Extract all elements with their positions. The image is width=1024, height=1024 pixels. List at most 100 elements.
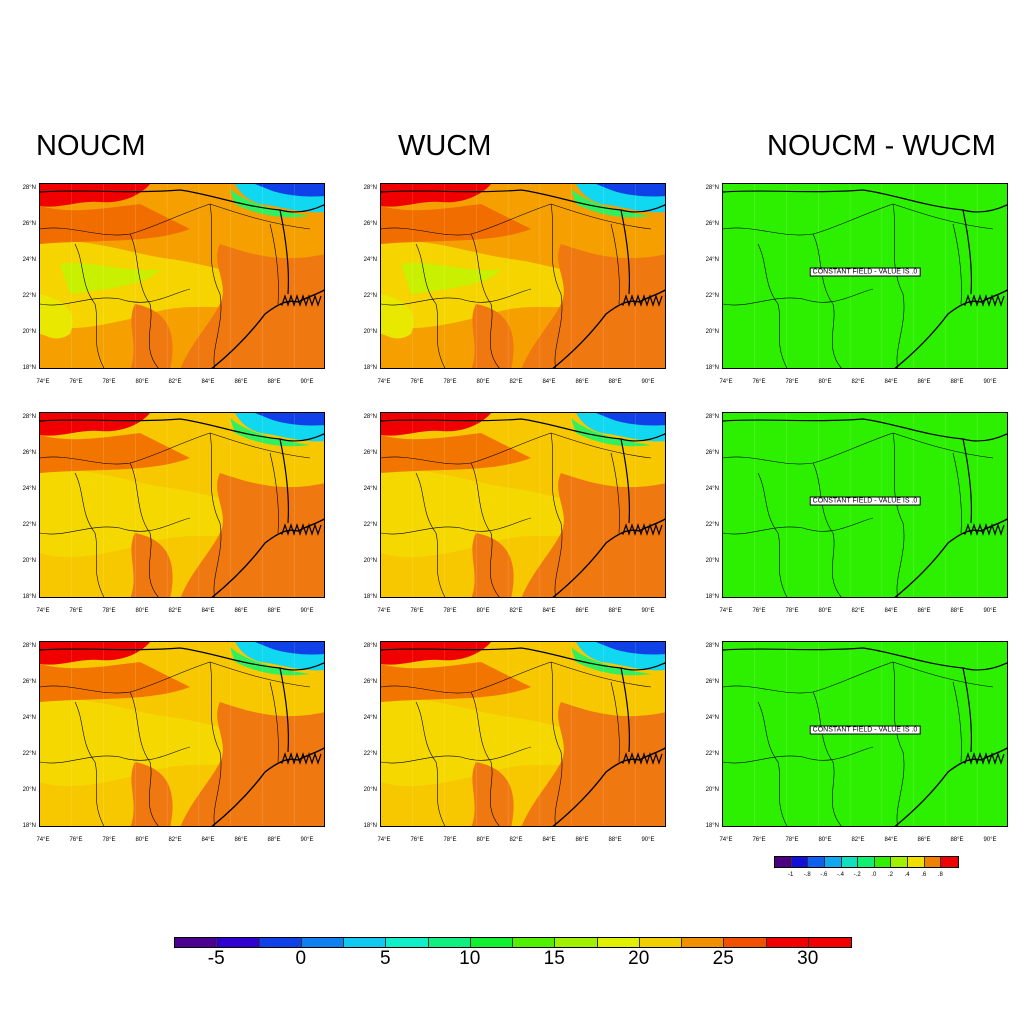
lat-tick-label: 28°N <box>363 414 377 420</box>
main-colorbar-label: 5 <box>379 948 391 969</box>
lon-tick-label: 74°E <box>36 608 50 614</box>
colorbar-swatch <box>217 938 260 947</box>
colorbar-swatch <box>724 938 767 947</box>
lat-tick-label: 18°N <box>705 594 719 600</box>
lon-tick-label: 82°E <box>509 608 523 614</box>
lat-tick-label: 28°N <box>705 185 719 191</box>
map-panel-r2-c1 <box>39 412 325 598</box>
colorbar-swatch <box>470 938 513 947</box>
colorbar-swatch <box>428 938 471 947</box>
lat-tick-label: 24°N <box>363 715 377 721</box>
lon-tick-label: 78°E <box>443 379 457 385</box>
small-colorbar-label: .6 <box>921 872 927 878</box>
lat-tick-label: 22°N <box>705 522 719 528</box>
lat-tick-label: 20°N <box>363 558 377 564</box>
lon-tick-label: 90°E <box>300 608 314 614</box>
lat-tick-label: 22°N <box>22 751 36 757</box>
lon-tick-label: 82°E <box>851 608 865 614</box>
lon-tick-label: 84°E <box>542 608 556 614</box>
lon-tick-label: 80°E <box>135 379 149 385</box>
lon-tick-label: 84°E <box>884 608 898 614</box>
lon-tick-label: 76°E <box>752 608 766 614</box>
lon-tick-label: 86°E <box>917 837 931 843</box>
lat-tick-label: 26°N <box>22 221 36 227</box>
lon-tick-label: 74°E <box>719 608 733 614</box>
lat-tick-label: 20°N <box>22 558 36 564</box>
lon-tick-label: 78°E <box>102 379 116 385</box>
lon-tick-label: 86°E <box>575 837 589 843</box>
lon-tick-label: 86°E <box>234 379 248 385</box>
lon-tick-label: 80°E <box>818 608 832 614</box>
lon-tick-label: 84°E <box>884 379 898 385</box>
lat-tick-label: 20°N <box>705 329 719 335</box>
colorbar-swatch <box>824 857 842 867</box>
lon-tick-label: 80°E <box>818 379 832 385</box>
small-colorbar <box>774 856 959 868</box>
main-colorbar-label: 15 <box>543 948 565 969</box>
lon-tick-label: 88°E <box>608 608 622 614</box>
lon-tick-label: 86°E <box>917 379 931 385</box>
lon-tick-label: 88°E <box>608 379 622 385</box>
lat-tick-label: 18°N <box>363 365 377 371</box>
colorbar-swatch <box>597 938 640 947</box>
lon-tick-label: 80°E <box>135 608 149 614</box>
lat-tick-label: 24°N <box>363 486 377 492</box>
lat-tick-label: 22°N <box>22 522 36 528</box>
lat-tick-label: 28°N <box>22 185 36 191</box>
small-colorbar-label: -.6 <box>820 872 828 878</box>
lon-tick-label: 74°E <box>36 379 50 385</box>
lon-tick-label: 76°E <box>69 837 83 843</box>
lat-tick-label: 22°N <box>363 522 377 528</box>
lon-tick-label: 76°E <box>410 379 424 385</box>
lat-tick-label: 22°N <box>22 293 36 299</box>
lat-tick-label: 22°N <box>705 293 719 299</box>
colorbar-swatch <box>766 938 809 947</box>
lon-tick-label: 74°E <box>377 379 391 385</box>
lon-tick-label: 90°E <box>641 379 655 385</box>
lon-tick-label: 90°E <box>300 837 314 843</box>
map-panel-r1-c3: CONSTANT FIELD - VALUE IS .0 <box>722 183 1008 369</box>
lon-tick-label: 84°E <box>542 379 556 385</box>
colorbar-swatch <box>841 857 859 867</box>
lon-tick-label: 88°E <box>267 608 281 614</box>
lat-tick-label: 26°N <box>22 450 36 456</box>
lat-tick-label: 24°N <box>705 715 719 721</box>
small-colorbar-label: .4 <box>904 872 910 878</box>
colorbar-swatch <box>891 857 908 867</box>
main-colorbar-label: 30 <box>797 948 819 969</box>
lon-tick-label: 90°E <box>641 837 655 843</box>
colorbar-swatch <box>808 857 825 867</box>
lat-tick-label: 24°N <box>705 257 719 263</box>
colorbar-swatch <box>639 938 682 947</box>
lat-tick-label: 18°N <box>363 594 377 600</box>
colorbar-swatch <box>791 857 809 867</box>
col-title-diff: NOUCM - WUCM <box>767 130 996 162</box>
lon-tick-label: 90°E <box>983 379 997 385</box>
colorbar-swatch <box>301 938 344 947</box>
lat-tick-label: 28°N <box>22 643 36 649</box>
colorbar-swatch <box>344 938 387 947</box>
small-colorbar-label: .0 <box>871 872 877 878</box>
lon-tick-label: 80°E <box>476 608 490 614</box>
lat-tick-label: 26°N <box>363 450 377 456</box>
lon-tick-label: 86°E <box>575 379 589 385</box>
lon-tick-label: 90°E <box>641 608 655 614</box>
lat-tick-label: 20°N <box>363 329 377 335</box>
lon-tick-label: 78°E <box>102 608 116 614</box>
map-panel-r3-c1 <box>39 641 325 827</box>
lon-tick-label: 84°E <box>201 379 215 385</box>
colorbar-swatch <box>513 938 556 947</box>
lon-tick-label: 82°E <box>168 379 182 385</box>
col-title-noucm: NOUCM <box>36 130 146 162</box>
lon-tick-label: 78°E <box>443 608 457 614</box>
lon-tick-label: 80°E <box>476 379 490 385</box>
lat-tick-label: 22°N <box>363 293 377 299</box>
lat-tick-label: 18°N <box>22 594 36 600</box>
colorbar-swatch <box>775 857 792 867</box>
lat-tick-label: 22°N <box>363 751 377 757</box>
colorbar-swatch <box>682 938 725 947</box>
lon-tick-label: 86°E <box>234 837 248 843</box>
lon-tick-label: 82°E <box>168 837 182 843</box>
main-colorbar-label: -5 <box>207 948 225 969</box>
lon-tick-label: 88°E <box>950 837 964 843</box>
